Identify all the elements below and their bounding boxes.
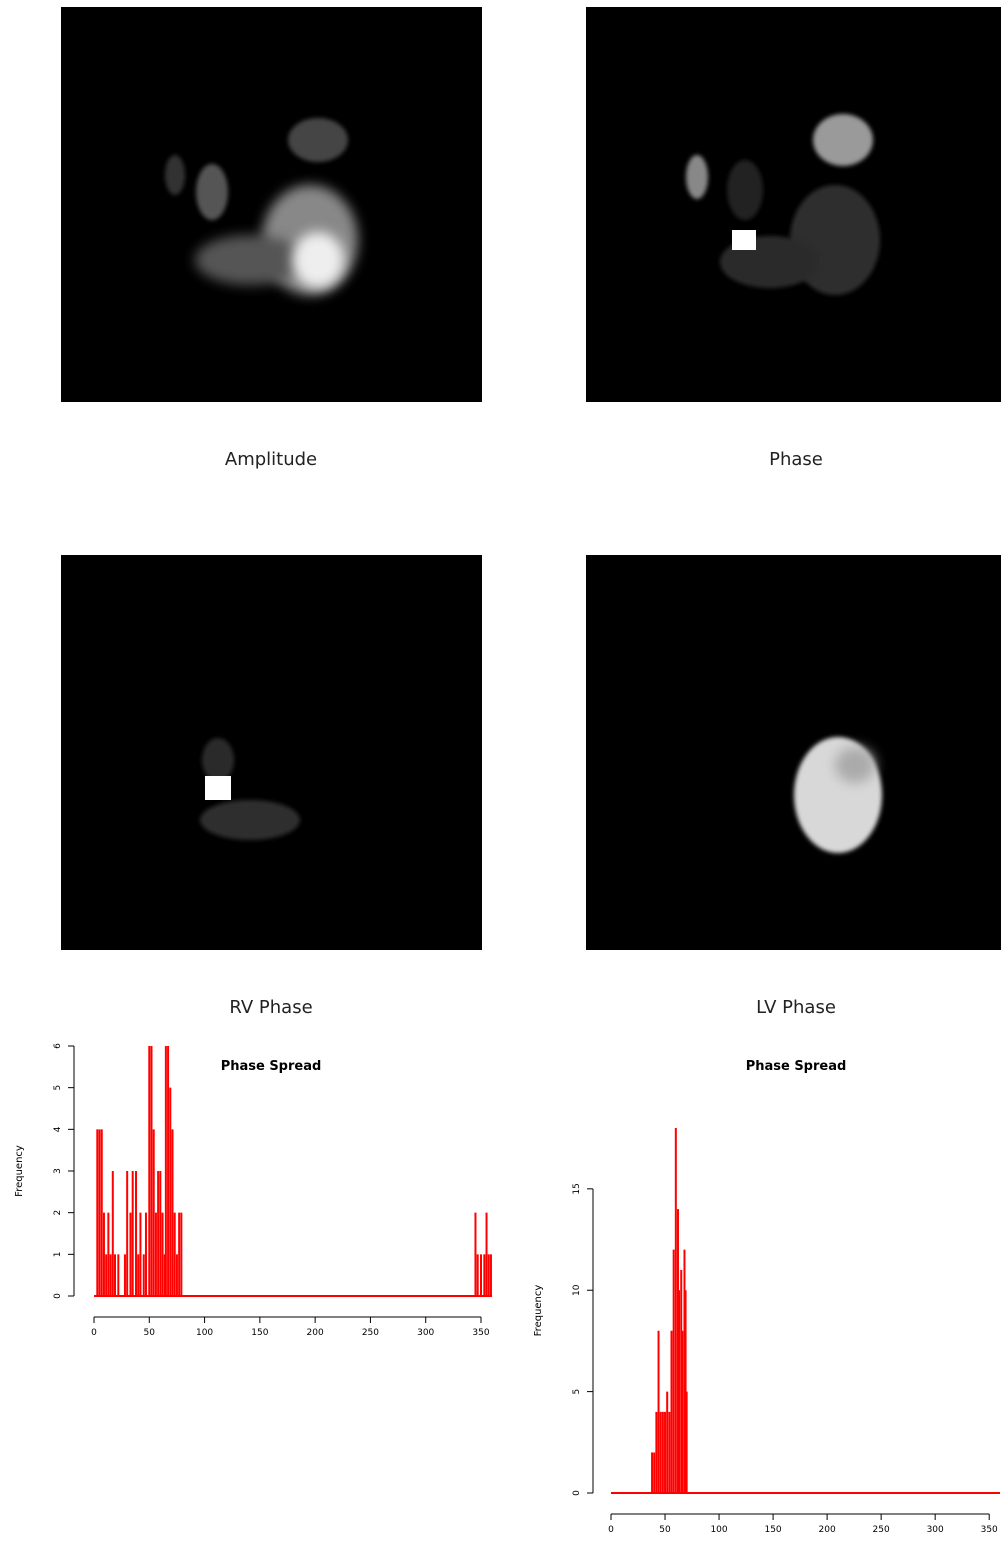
x-tick-label: 150: [251, 1328, 268, 1338]
page: Amplitude Phase RV Phase LV Phase Phase …: [0, 0, 1001, 1544]
chart-title: Phase Spread: [221, 1059, 322, 1074]
figure: Amplitude Phase RV Phase LV Phase Phase …: [0, 0, 1001, 1544]
y-tick-label: 1: [53, 1251, 63, 1257]
x-tick-label: 100: [196, 1328, 213, 1338]
y-tick-label: 4: [53, 1126, 63, 1132]
x-tick-label: 350: [981, 1525, 998, 1535]
x-tick-label: 50: [659, 1525, 671, 1535]
x-tick-label: 300: [927, 1525, 944, 1535]
x-tick-label: 200: [307, 1328, 324, 1338]
y-axis-label: Frequency: [533, 1285, 544, 1337]
x-tick-label: 250: [362, 1328, 379, 1338]
x-tick-label: 250: [873, 1525, 890, 1535]
image-panel: [61, 7, 482, 402]
y-tick-label: 5: [572, 1389, 582, 1395]
y-tick-label: 6: [53, 1043, 63, 1049]
y-tick-label: 5: [53, 1085, 63, 1091]
chart-title: Phase Spread: [746, 1059, 847, 1074]
x-tick-label: 0: [608, 1525, 614, 1535]
x-tick-label: 0: [91, 1328, 97, 1338]
x-tick-label: 350: [472, 1328, 489, 1338]
panel-caption: RV Phase: [229, 997, 312, 1018]
image-panel: [586, 555, 1001, 950]
x-tick-label: 100: [710, 1525, 727, 1535]
image-panel: [586, 7, 1001, 402]
y-tick-label: 2: [53, 1210, 63, 1216]
panel-caption: Phase: [769, 449, 823, 470]
y-tick-label: 10: [572, 1284, 582, 1296]
x-tick-label: 50: [144, 1328, 156, 1338]
y-axis-label: Frequency: [14, 1145, 25, 1197]
y-tick-label: 3: [53, 1168, 63, 1174]
y-tick-label: 0: [53, 1293, 63, 1299]
x-tick-label: 300: [417, 1328, 434, 1338]
y-tick-label: 0: [572, 1490, 582, 1496]
image-panel: [61, 555, 482, 950]
x-tick-label: 150: [764, 1525, 781, 1535]
panel-caption: LV Phase: [756, 997, 836, 1018]
y-tick-label: 15: [572, 1183, 582, 1194]
panel-caption: Amplitude: [225, 449, 317, 470]
x-tick-label: 200: [819, 1525, 836, 1535]
